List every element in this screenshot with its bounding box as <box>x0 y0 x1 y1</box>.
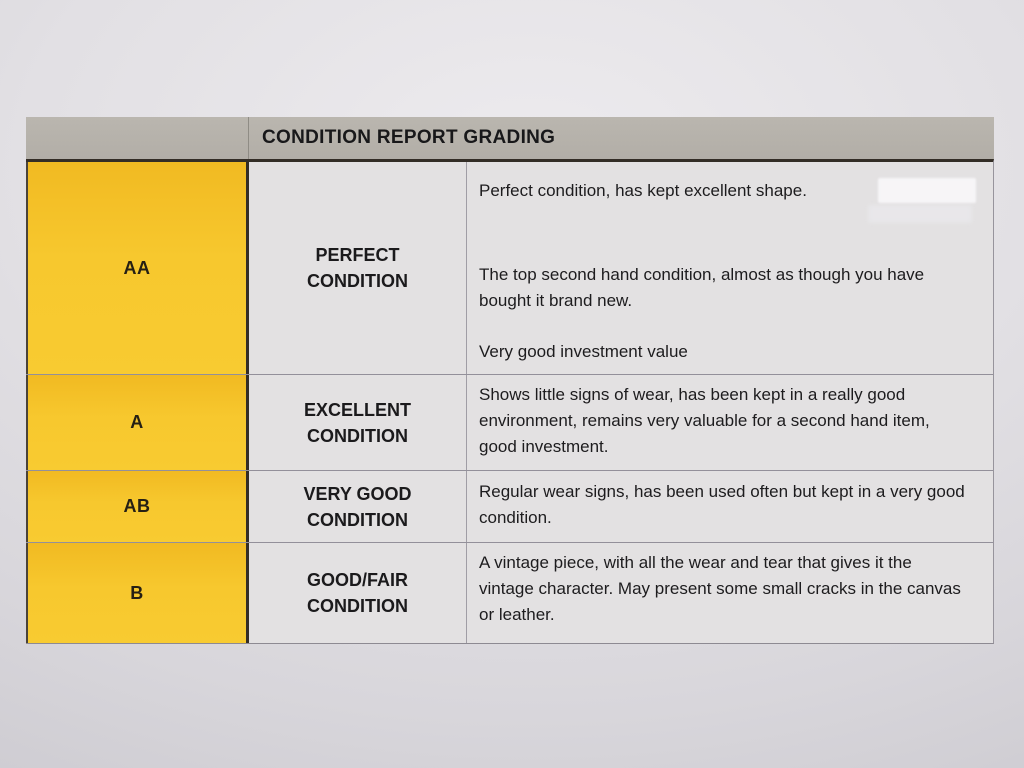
description-paragraph: Perfect condition, has kept excellent sh… <box>479 181 807 200</box>
condition-label-ab: VERY GOOD CONDITION <box>303 483 412 530</box>
header-empty-cell <box>26 117 249 159</box>
table-title: CONDITION REPORT GRADING <box>262 127 556 148</box>
grade-cell-aa: AA <box>26 162 249 374</box>
table-row-b: B GOOD/FAIR CONDITION A vintage piece, w… <box>26 543 993 643</box>
correction-fluid-patch-faint <box>868 205 972 223</box>
condition-label-aa: PERFECT CONDITION <box>307 245 408 291</box>
label-cell-b: GOOD/FAIR CONDITION <box>249 543 467 643</box>
description-paragraph: The top second hand condition, almost as… <box>479 265 925 310</box>
table-row-ab: AB VERY GOOD CONDITION Regular wear sign… <box>26 471 993 543</box>
table-row-a: A EXCELLENT CONDITION Shows little signs… <box>26 375 993 471</box>
table-header-row: CONDITION REPORT GRADING <box>26 117 994 159</box>
description-cell-ab: Regular wear signs, has been used often … <box>467 471 993 542</box>
grade-cell-b: B <box>26 543 249 643</box>
grade-cell-a: A <box>26 375 249 470</box>
description-paragraph: Shows little signs of wear, has been kep… <box>479 385 930 456</box>
label-cell-ab: VERY GOOD CONDITION <box>249 471 467 542</box>
condition-label-b: GOOD/FAIR CONDITION <box>306 570 408 616</box>
label-cell-a: EXCELLENT CONDITION <box>249 375 467 470</box>
description-paragraph: A vintage piece, with all the wear and t… <box>479 553 961 624</box>
grade-cell-ab: AB <box>26 471 249 542</box>
label-cell-aa: PERFECT CONDITION <box>249 162 467 374</box>
correction-fluid-patch <box>878 178 976 203</box>
condition-label-a: EXCELLENT CONDITION <box>303 399 411 446</box>
table-row-aa: AA PERFECT CONDITION Perfect condition, … <box>26 162 993 375</box>
description-cell-a: Shows little signs of wear, has been kep… <box>467 375 993 470</box>
table-body: AA PERFECT CONDITION Perfect condition, … <box>26 159 994 644</box>
description-paragraph: Regular wear signs, has been used often … <box>479 482 965 527</box>
condition-grading-table: CONDITION REPORT GRADING AA PERFECT COND… <box>26 117 994 644</box>
description-paragraph: Very good investment value <box>479 342 688 361</box>
description-cell-b: A vintage piece, with all the wear and t… <box>467 543 993 643</box>
